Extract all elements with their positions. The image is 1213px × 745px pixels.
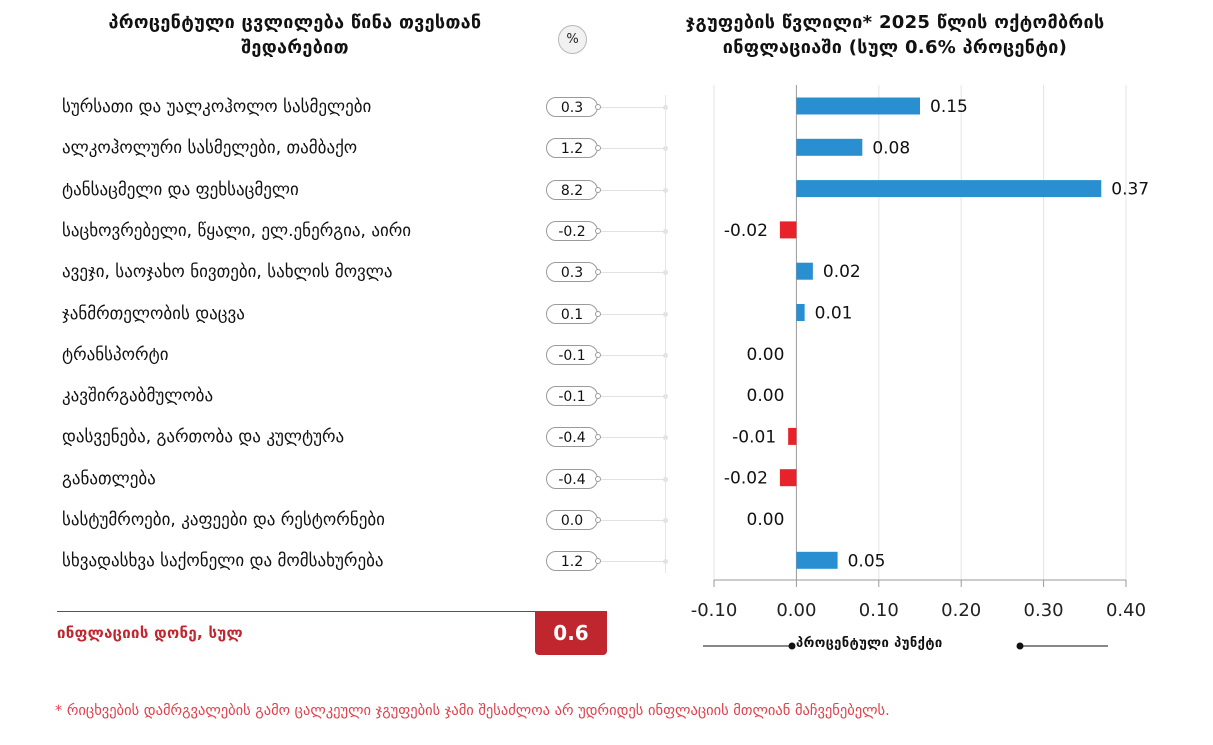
category-label: კავშირგაბმულობა	[62, 386, 214, 407]
axis-title-left-dot	[788, 642, 796, 650]
bar-value-label: 0.08	[872, 138, 910, 158]
pill-connector-dot	[595, 351, 601, 358]
row-connector-line	[601, 520, 665, 521]
axis-title-right-dot	[1016, 642, 1024, 650]
bar	[796, 304, 805, 321]
total-inflation-value: 0.6	[535, 612, 607, 655]
category-label: საცხოვრებელი, წყალი, ელ.ენერგია, აირი	[62, 220, 412, 241]
pill-connector-dot	[595, 227, 601, 234]
pill-connector-dot	[595, 269, 601, 276]
bar	[796, 551, 838, 569]
bar-value-label: 0.05	[848, 551, 886, 571]
pill-connector-dot	[595, 475, 601, 482]
row-connector-line	[601, 396, 665, 398]
pill-connector-dot	[595, 186, 601, 193]
category-label: სურსათი და უალკოჰოლო სასმელები	[62, 97, 372, 117]
bar	[788, 427, 797, 445]
x-tick-label: 0.00	[776, 600, 816, 621]
monthly-change-pill: -0.1	[546, 344, 598, 365]
x-tick-label: 0.10	[859, 600, 899, 621]
chart-title: ჯგუფების წვლილი* 2025 წლის ოქტომბრის ინფ…	[685, 12, 1105, 58]
total-divider	[57, 611, 607, 612]
pill-connector-dot	[595, 517, 601, 523]
category-label: სასტუმროები, კაფეები და რესტორნები	[62, 510, 385, 530]
bar	[796, 262, 813, 280]
bar-value-label: 0.01	[815, 304, 853, 324]
monthly-change-pill: 1.2	[546, 138, 598, 159]
category-label: ჯანმრთელობის დაცვა	[62, 303, 245, 324]
x-axis-title: პროცენტული პუნქტი	[796, 636, 943, 651]
x-tick-label: -0.10	[691, 600, 738, 621]
x-tick-label: 0.30	[1024, 600, 1064, 621]
total-inflation-label: ინფლაციის დონე, სულ	[57, 624, 243, 642]
left-panel-title: პროცენტული ცვლილება წინა თვესთან შედარებ…	[108, 12, 482, 58]
bar-value-label: 0.00	[747, 510, 785, 530]
category-label: დასვენება, გართობა და კულტურა	[62, 427, 345, 448]
bar	[796, 180, 1102, 198]
category-label: ალკოჰოლური სასმელები, თამბაქო	[62, 138, 358, 159]
row-connector-line	[601, 313, 665, 315]
category-label: განათლება	[62, 468, 156, 489]
row-connector-line	[601, 148, 665, 150]
monthly-change-pill: 0.1	[546, 303, 598, 324]
category-label: ტრანსპორტი	[62, 344, 169, 365]
footnote: * რიცხვების დამრგვალების გამო ცალკეული ჯ…	[55, 703, 890, 719]
category-label: ტანსაცმელი და ფეხსაცმელი	[62, 179, 299, 200]
category-label: სხვადასხვა საქონელი და მომსახურება	[62, 551, 384, 572]
category-label: ავეჯი, საოჯახო ნივთები, სახლის მოვლა	[62, 262, 393, 283]
monthly-change-pill: -0.2	[546, 220, 598, 241]
row-connector-line	[601, 189, 665, 191]
bar-value-label: 0.15	[930, 97, 968, 117]
bar	[796, 138, 863, 156]
pill-connector-dot	[595, 310, 601, 317]
bar	[796, 97, 920, 115]
pill-connector-dot	[595, 434, 601, 441]
row-connector-line	[601, 478, 665, 480]
pill-connector-dot	[595, 558, 601, 565]
bar-value-label: 0.00	[747, 386, 785, 406]
monthly-change-pill: -0.4	[546, 468, 598, 489]
pill-connector-dot	[595, 145, 601, 152]
monthly-change-pill: 8.2	[546, 179, 598, 200]
monthly-change-pill: 0.3	[546, 262, 598, 283]
bar-value-label: -0.02	[724, 221, 768, 241]
monthly-change-pill: -0.4	[546, 427, 598, 448]
row-connector-line	[601, 107, 665, 108]
row-connector-line	[601, 230, 665, 232]
row-connector-line	[601, 561, 665, 563]
percent-unit-badge: %	[558, 25, 587, 54]
row-connector-line	[601, 354, 665, 356]
bar-value-label: -0.01	[732, 427, 776, 447]
x-tick-label: 0.20	[941, 600, 981, 621]
x-tick-label: 0.40	[1106, 600, 1146, 621]
bar-value-label: 0.37	[1111, 180, 1149, 200]
row-connector-line	[601, 272, 665, 274]
monthly-change-pill: -0.1	[546, 386, 598, 407]
pill-connector-dot	[595, 393, 601, 400]
pill-connector-dot	[595, 104, 601, 110]
row-connector-line	[601, 437, 665, 439]
connector-axis-line	[665, 95, 666, 573]
bar-value-label: 0.02	[823, 262, 861, 282]
bar	[779, 469, 797, 487]
bar-value-label: 0.00	[747, 345, 785, 365]
bar	[779, 221, 797, 239]
bar-value-label: -0.02	[724, 469, 768, 489]
